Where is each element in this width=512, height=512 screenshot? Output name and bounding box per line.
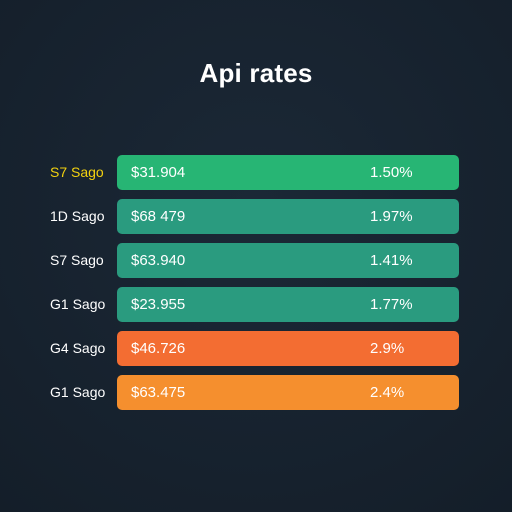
rate-price: $63.940 <box>131 252 186 269</box>
rate-row[interactable]: G4 Sago $46.726 2.9% <box>0 331 512 366</box>
rate-label: G4 Sago <box>50 340 106 356</box>
rate-row[interactable]: 1D Sago $68 479 1.97% <box>0 199 512 234</box>
rate-price: $31.904 <box>131 164 186 181</box>
rate-bar[interactable]: $23.955 1.77% <box>117 287 459 322</box>
rate-percent: 2.4% <box>370 384 405 401</box>
rate-bar[interactable]: $46.726 2.9% <box>117 331 459 366</box>
rate-label: G1 Sago <box>50 384 106 400</box>
rate-percent: 2.9% <box>370 340 405 357</box>
rate-row[interactable]: G1 Sago $63.475 2.4% <box>0 375 512 410</box>
rate-price: $63.475 <box>131 384 186 401</box>
rate-bar[interactable]: $63.475 2.4% <box>117 375 459 410</box>
rate-price: $46.726 <box>131 340 186 357</box>
page-title: Api rates <box>199 58 313 88</box>
rate-bar[interactable]: $68 479 1.97% <box>117 199 459 234</box>
rate-row[interactable]: S7 Sago $31.904 1.50% <box>0 155 512 190</box>
rate-bar[interactable]: $63.940 1.41% <box>117 243 459 278</box>
rate-label: G1 Sago <box>50 296 106 312</box>
rate-label: 1D Sago <box>50 208 105 224</box>
rate-price: $68 479 <box>131 208 186 225</box>
rate-percent: 1.41% <box>370 252 413 269</box>
rate-percent: 1.50% <box>370 164 413 181</box>
rate-percent: 1.77% <box>370 296 413 313</box>
rate-bar[interactable]: $31.904 1.50% <box>117 155 459 190</box>
rate-row[interactable]: S7 Sago $63.940 1.41% <box>0 243 512 278</box>
rate-label: S7 Sago <box>50 252 104 268</box>
rate-percent: 1.97% <box>370 208 413 225</box>
rate-price: $23.955 <box>131 296 186 313</box>
rate-label: S7 Sago <box>50 164 104 180</box>
rate-row[interactable]: G1 Sago $23.955 1.77% <box>0 287 512 322</box>
